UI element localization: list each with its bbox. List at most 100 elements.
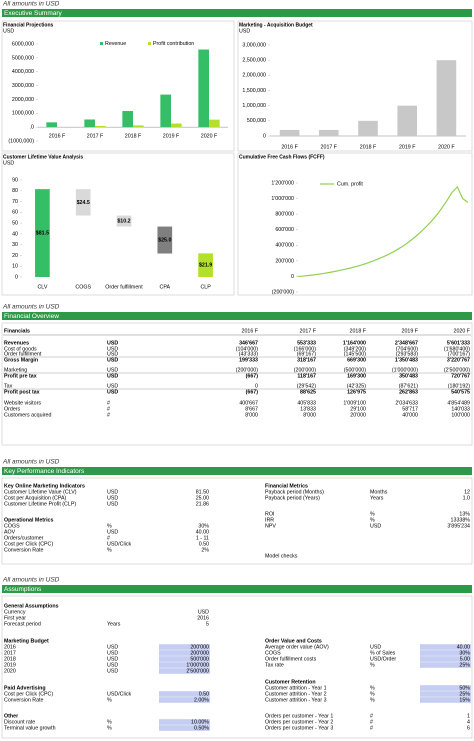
y-tick-label: 1'000'000 (271, 196, 294, 202)
y-tick-label: 1,000,000 (242, 103, 266, 109)
row-label: Forecast period (4, 621, 41, 627)
waterfall-bar (35, 189, 50, 277)
row-unit: % (370, 685, 375, 691)
section-note: All amounts in USD (2, 1, 60, 8)
bar (319, 129, 339, 136)
x-tick-label: 2016 F (281, 144, 298, 150)
waterfall-bar (116, 215, 132, 227)
y-tick-label: 3000,000 (12, 83, 34, 89)
row-unit: % (370, 511, 375, 517)
y-tick-label: 3,000,000 (242, 42, 266, 48)
cell: 669'300 (347, 357, 366, 363)
cell: (87'621) (399, 383, 419, 389)
bar (171, 123, 182, 128)
value: 4 (467, 719, 470, 725)
row-label: Gross Margin (4, 357, 38, 363)
block-title: Financial Metrics (265, 483, 308, 489)
value: 6 (467, 725, 470, 731)
chart-unit: USD (3, 28, 14, 34)
block-title: Marketing Budget (4, 638, 49, 644)
y-tick-label: 50 (12, 221, 18, 227)
cell: 8'667 (245, 406, 258, 412)
y-tick-label: 200'000 (275, 258, 294, 264)
value: 21.86 (196, 501, 209, 507)
section-header (2, 585, 472, 593)
x-tick-label: 2020 F (438, 144, 455, 150)
bar (209, 119, 220, 128)
row-label: First year (4, 615, 26, 621)
cell: 0 (255, 383, 258, 389)
section-note: All amounts in USD (2, 459, 60, 466)
section-header (2, 312, 472, 320)
row-unit: # (107, 412, 110, 418)
value-label: $81.5 (36, 230, 49, 236)
x-tick-label: Order fulfillment (105, 284, 143, 290)
chart-title: Marketing - Acquisition Budget (239, 22, 313, 28)
chart-frame (237, 20, 473, 152)
row-unit: USD (107, 529, 118, 535)
row-label: 2019 (4, 662, 16, 668)
cell: 5'601'333 (447, 340, 470, 346)
row-unit: USD (107, 650, 118, 656)
y-tick-label: 10 (12, 264, 18, 270)
section-title: Assumptions (4, 586, 42, 593)
value: 500'000 (190, 656, 209, 662)
row-label: Orders per customer - Year 1 (265, 713, 333, 719)
section-header (2, 9, 472, 17)
row-label: Payback period (Years) (265, 495, 320, 501)
row-unit: USD (107, 367, 118, 373)
bar (95, 125, 106, 128)
input-cell (420, 656, 471, 662)
value: 25% (459, 662, 470, 668)
cell: 262'863 (399, 389, 418, 395)
cell: 405'833 (297, 400, 316, 406)
row-unit: USD (107, 656, 118, 662)
row-label: Tax rate (265, 662, 284, 668)
value: 15% (459, 697, 470, 703)
y-tick-label: 1,500,000 (242, 88, 266, 94)
y-tick-label: 500,000 (247, 118, 266, 124)
cell: 2'034'633 (395, 400, 418, 406)
row-label: AOV (4, 529, 16, 535)
table-header: 2016 F (242, 328, 259, 334)
value: 13% (459, 511, 470, 517)
row-unit: USD (107, 346, 118, 352)
cell: (349'200) (344, 346, 366, 352)
input-cell (420, 697, 471, 703)
y-tick-label: 30 (12, 242, 18, 248)
chart-frame (1, 20, 235, 152)
cell: 2'348'667 (395, 340, 418, 346)
cell: (200'000) (294, 367, 316, 373)
y-tick-label: 6000,000 (12, 41, 34, 47)
bar (436, 60, 457, 136)
row-label: 2018 (4, 656, 16, 662)
row-label: Discount rate (4, 719, 35, 725)
row-label: Profit pre tax (4, 373, 37, 379)
cell: (1'680'400) (444, 346, 470, 352)
line (297, 185, 469, 278)
value: 25.00 (196, 495, 209, 501)
cell: 1'164'000 (343, 340, 366, 346)
row-label: Orders per customer - Year 2 (265, 719, 333, 725)
cell: 29'100 (350, 406, 366, 412)
row-unit: USD (107, 495, 118, 501)
cell: (29'542) (297, 383, 317, 389)
row-label: 2017 (4, 650, 16, 656)
value: 3'895'234 (447, 523, 470, 529)
row-label: Customer attrition - Year 2 (265, 691, 327, 697)
chart-frame (1, 152, 235, 296)
value: 81.50 (196, 489, 209, 495)
table-header: Financials (4, 328, 30, 334)
section-header (2, 467, 472, 475)
row-label: Order fulfillment costs (265, 656, 317, 662)
table-header: 2018 F (350, 328, 367, 334)
cell: (166'000) (294, 346, 316, 352)
value: USD (198, 609, 209, 615)
cell: 553'333 (297, 340, 316, 346)
x-tick-label: COGS (75, 284, 91, 290)
cell: 13'833 (300, 406, 316, 412)
value: 2'500'000 (186, 668, 209, 674)
input-cell (159, 697, 210, 703)
value: 30% (198, 523, 209, 529)
